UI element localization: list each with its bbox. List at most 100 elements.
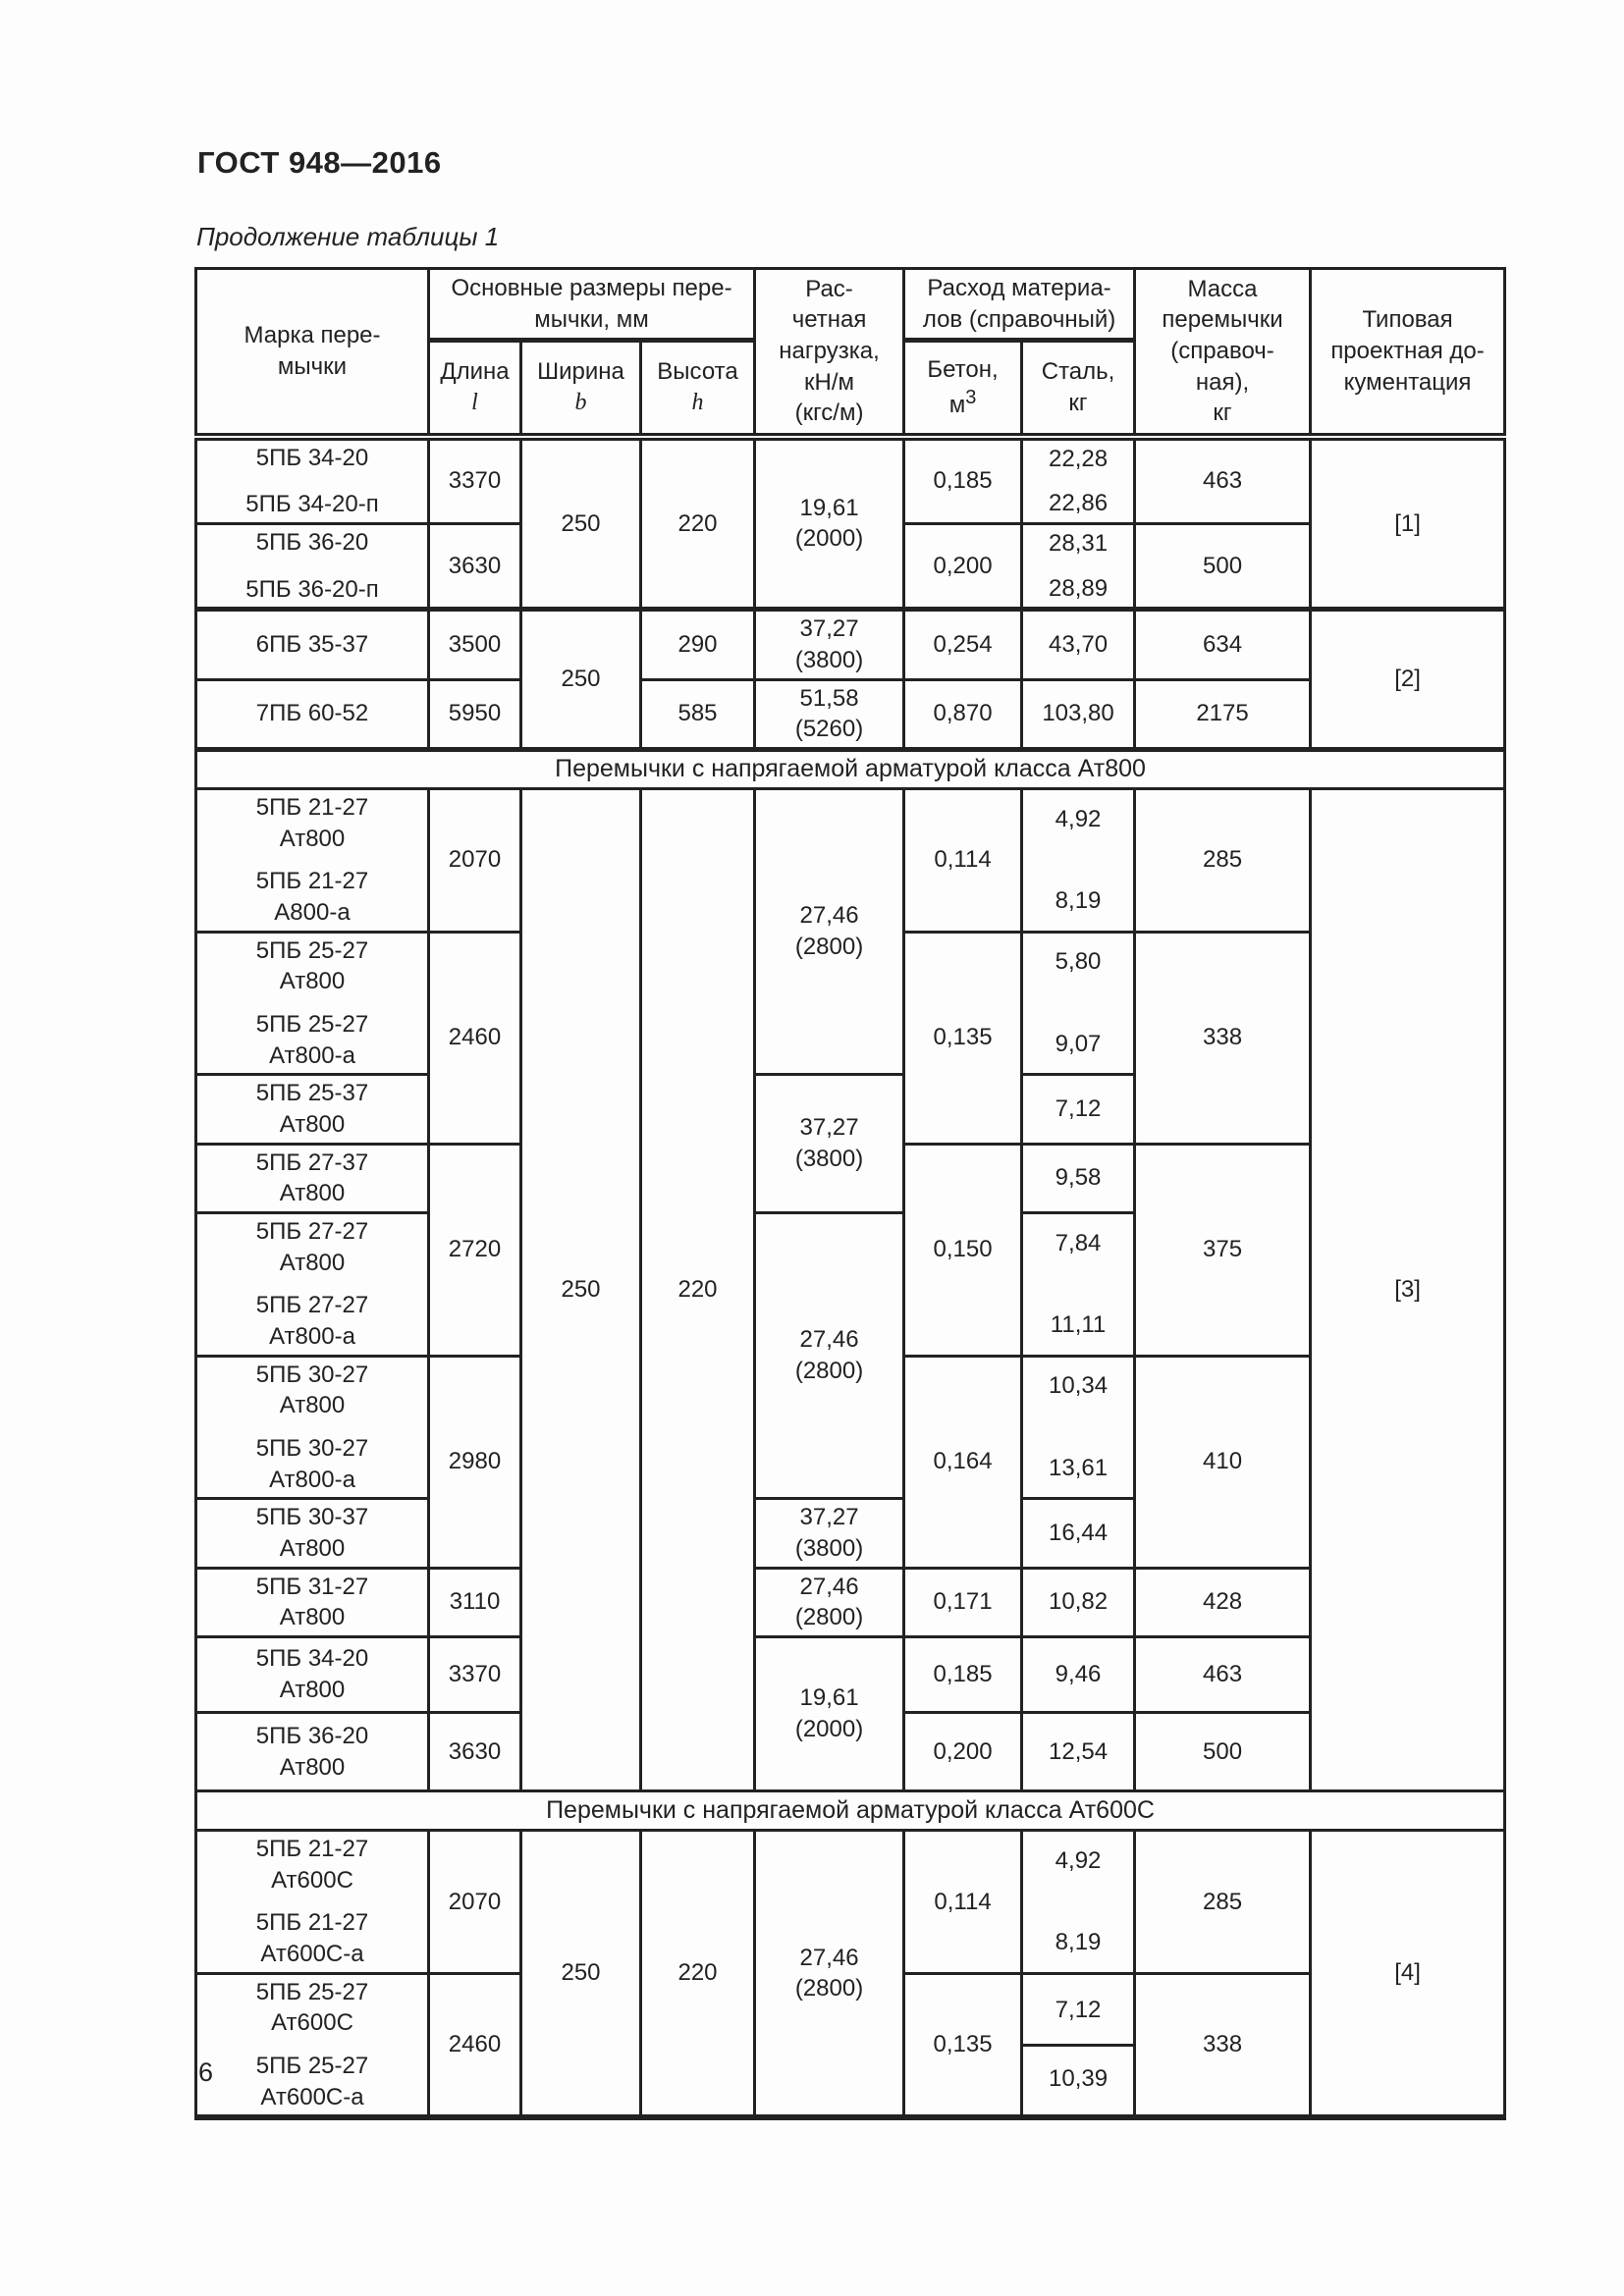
- cell-line: 10,82: [1049, 1588, 1109, 1616]
- cell-line: Ат800: [279, 825, 346, 852]
- mark-label: 5ПБ 34-20-п: [201, 489, 423, 520]
- table-row: 5ПБ 36-20 5ПБ 36-20-п 3630 0,200 28,31 2…: [194, 521, 1505, 612]
- load-cell: 19,61 (2000): [753, 434, 906, 612]
- steel-upper: 7,12: [1025, 1978, 1132, 2044]
- mark-cell: 5ПБ 30-37 Ат800: [194, 1497, 430, 1570]
- cell-line: (кгс/м): [794, 400, 864, 427]
- concrete-cell: 0,200: [902, 1711, 1024, 1792]
- cell-line: 37,27: [799, 1504, 859, 1531]
- table-row: 5ПБ 21-27 Ат800 5ПБ 21-27 А800-а 2070 250 …: [194, 786, 1507, 1793]
- cell-line: (3800): [794, 646, 864, 673]
- cell-line: Ат800: [279, 1110, 346, 1138]
- mark-label: 5ПБ 21-27 Ат600С: [201, 1834, 423, 1896]
- mark-cell: 5ПБ 30-27 Ат800 5ПБ 30-27 Ат800-а: [194, 1354, 430, 1501]
- cell-line: Ат800-а: [269, 1466, 355, 1493]
- mass-cell: 2175: [1133, 677, 1313, 751]
- cell-line: 10,34: [1049, 1372, 1109, 1400]
- cell-line: 428: [1203, 1588, 1243, 1616]
- cell-line: 6ПБ 35-37: [255, 631, 369, 659]
- cell-line: 5ПБ 21-27: [255, 1909, 369, 1937]
- cell-line: 11,11: [1050, 1311, 1107, 1339]
- mark-label: 5ПБ 25-27 Ат800-а: [201, 1009, 423, 1071]
- mark-label: 5ПБ 36-20 Ат800: [201, 1721, 423, 1783]
- cell-line: 5ПБ 21-27: [255, 868, 369, 895]
- mark-cell: 5ПБ 36-20 5ПБ 36-20-п: [194, 521, 430, 612]
- mark-label: 5ПБ 30-37 Ат800: [201, 1502, 423, 1564]
- table-row: 5ПБ 27-37 Ат800 2720 0,150 9,58 375: [194, 1142, 1505, 1358]
- cell-line: 5ПБ 21-27: [255, 1836, 369, 1862]
- mark-cell: 5ПБ 25-27 Ат800 5ПБ 25-27 Ат800-а: [194, 930, 430, 1077]
- cell-line: (3800): [794, 1146, 864, 1173]
- mark-label: 5ПБ 25-37 Ат800: [201, 1078, 423, 1140]
- cell-line: 5ПБ 36-20-п: [245, 575, 379, 603]
- cell-line: h: [691, 389, 704, 415]
- height-cell: 290: [638, 607, 757, 681]
- mark-label: 5ПБ 30-27 Ат800: [201, 1360, 423, 1421]
- length-cell: 2720: [427, 1142, 522, 1358]
- cell-line: 8,19: [1055, 887, 1102, 915]
- cell-line: [3]: [1394, 1276, 1421, 1304]
- doc-cell: [3]: [1309, 786, 1507, 1793]
- cell-line: Рас-: [805, 275, 853, 302]
- cell-line: 28,31: [1049, 529, 1109, 557]
- cell-line: 338: [1203, 1024, 1243, 1051]
- cell-line: (2800): [794, 934, 864, 961]
- section-header-at600s: Перемычки с напрягаемой арматурой класса…: [193, 1789, 1507, 1832]
- lintel-table-container: Марка пере- мычки Основные размеры пере-…: [193, 267, 1507, 2121]
- cell-line: 2980: [448, 1448, 502, 1475]
- cell-line: 0,150: [933, 1236, 993, 1263]
- length-cell: 2460: [427, 930, 522, 1146]
- cell-line: Длина: [440, 358, 510, 386]
- steel-cell: 9,46: [1020, 1635, 1137, 1714]
- cell-line: 3370: [448, 467, 502, 495]
- cell-line: (2000): [794, 1716, 864, 1742]
- load-cell: 51,58 (5260): [753, 677, 906, 751]
- table-row: 5ПБ 34-20 5ПБ 34-20-п 3370 250 220 19,61…: [194, 434, 1507, 612]
- concrete-cell: 0,114: [902, 1829, 1024, 1975]
- table-row: 5ПБ 27-27 Ат800 5ПБ 27-27 Ат800-а 27,46 (2…: [194, 1210, 1505, 1501]
- cell-line: 27,46: [799, 1326, 859, 1354]
- cell-line: Ат800: [279, 1534, 346, 1562]
- cell-line: Ат800-а: [269, 1322, 355, 1350]
- cell-line: 2070: [448, 1888, 502, 1915]
- cell-line: Ат800: [279, 1180, 346, 1207]
- cell-line: 2460: [448, 1024, 502, 1051]
- header-row-subcolumns: Длина l Ширина b Высота h Бетон, м3 Стал…: [196, 339, 1505, 441]
- load-cell: 27,46 (2800): [753, 1210, 906, 1501]
- cell-line: 285: [1203, 846, 1243, 874]
- unit-m: м: [948, 392, 966, 419]
- cell-line: (5260): [794, 716, 864, 743]
- cell-line: 5ПБ 25-27: [255, 936, 369, 964]
- concrete-cell: 0,114: [902, 786, 1024, 934]
- cell-line: 3630: [448, 1737, 502, 1765]
- cell-line: 37,27: [799, 1114, 859, 1142]
- cell-line: 220: [677, 509, 718, 537]
- cell-line: м3: [909, 385, 1016, 421]
- cell-line: b: [574, 389, 587, 415]
- cell-line: 338: [1203, 2031, 1243, 2058]
- table-row: 6ПБ 35-37 3500 250 290 37,27 (3800) 0,25…: [194, 607, 1507, 751]
- cell-line: 3370: [448, 1661, 502, 1688]
- table-row: 5ПБ 31-27 Ат800 3110 27,46 (2800) 0,171 1…: [194, 1566, 1505, 1639]
- cell-line: 5ПБ 31-27: [255, 1573, 369, 1600]
- load-cell: 19,61 (2000): [753, 1635, 906, 1792]
- cell-line: 7ПБ 60-52: [255, 700, 369, 727]
- mass-cell: 500: [1133, 521, 1313, 612]
- table-row: 5ПБ 25-27 Ат600С 5ПБ 25-27 Ат600С-а 2460 0…: [194, 1971, 1505, 2121]
- concrete-cell: 0,185: [902, 435, 1024, 525]
- cell-line: 0,254: [933, 631, 993, 659]
- mark-label: 5ПБ 27-37 Ат800: [201, 1148, 423, 1209]
- cell-line: 220: [677, 1276, 718, 1304]
- length-cell: 3370: [427, 1635, 522, 1714]
- cell-line: 585: [677, 700, 718, 727]
- header-length: Длина l: [427, 339, 522, 441]
- cell-line: 0,200: [933, 552, 993, 579]
- cell-line: Ат800: [279, 968, 346, 995]
- cell-line: 250: [561, 509, 601, 537]
- mass-cell: 285: [1133, 786, 1313, 934]
- mass-cell: 634: [1133, 607, 1313, 681]
- concrete-cell: 0,254: [902, 607, 1024, 681]
- steel-cell: 28,31 28,89: [1020, 521, 1137, 612]
- mark-cell: 7ПБ 60-52: [194, 677, 430, 751]
- cell-line: 220: [677, 1959, 718, 1987]
